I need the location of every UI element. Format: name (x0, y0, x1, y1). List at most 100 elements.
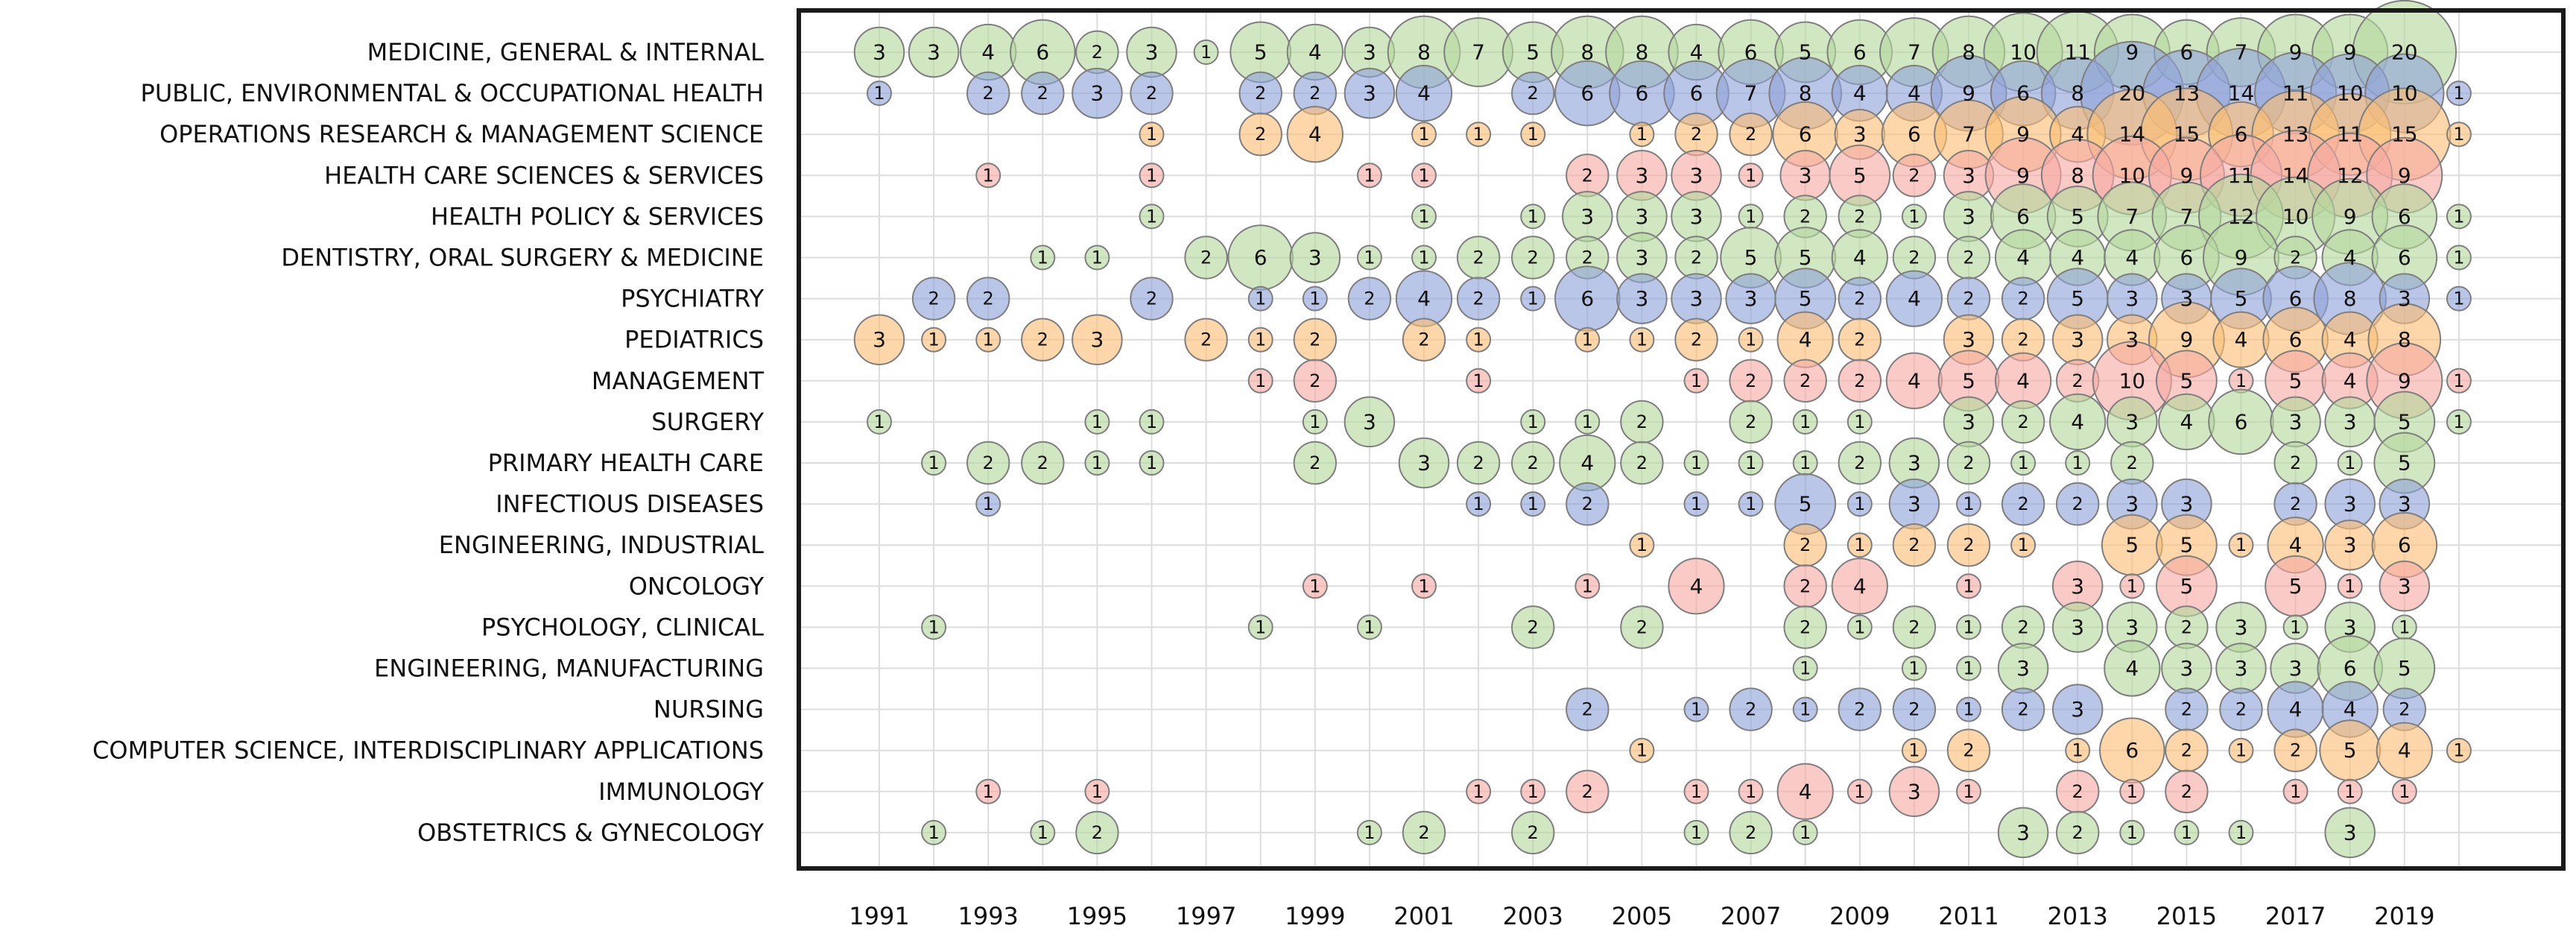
bubble-value-label: 6 (1908, 122, 1921, 147)
bubble (1293, 359, 1338, 403)
bubble-value-label: 6 (2344, 656, 2357, 681)
y-tick-label: ENGINEERING, INDUSTRIAL (439, 531, 764, 559)
x-tick-label: 2013 (2047, 902, 2107, 930)
bubble (2337, 573, 2363, 599)
bubble-value-label: 5 (2289, 368, 2303, 393)
bubble (1084, 778, 1110, 804)
bubble-value-label: 1 (2399, 781, 2410, 802)
bubble-value-label: 2 (1582, 699, 1593, 720)
bubble-value-label: 1 (1800, 658, 1811, 679)
bubble-value-label: 4 (1908, 81, 1921, 106)
bubble-value-label: 3 (1908, 451, 1921, 476)
bubble-value-label: 1 (1582, 329, 1593, 350)
bubble (1520, 778, 1546, 804)
bubble (1466, 491, 1492, 517)
bubble-value-label: 6 (1635, 81, 1648, 106)
bubble-value-label: 1 (2072, 740, 2083, 761)
bubble-value-label: 2 (983, 288, 994, 309)
bubble-value-label: 4 (2125, 656, 2139, 681)
bubble-value-label: 3 (2071, 574, 2084, 599)
bubble-value-label: 7 (1962, 122, 1975, 147)
bubble-value-label: 1 (1854, 781, 1865, 802)
y-tick-label: OBSTETRICS & GYNECOLOGY (417, 819, 764, 847)
bubble (921, 819, 947, 845)
bubble (1956, 696, 1981, 722)
bubble-value-label: 4 (1580, 451, 1594, 476)
bubble (921, 450, 947, 476)
bubble (1738, 491, 1764, 517)
bubble (1398, 437, 1450, 489)
y-tick-label: HEALTH CARE SCIENCES & SERVICES (324, 161, 764, 189)
y-tick-label: MANAGEMENT (592, 367, 765, 395)
bubble-value-label: 4 (1417, 286, 1431, 311)
bubble-value-label: 1 (2453, 411, 2464, 432)
bubble-value-label: 2 (1255, 124, 1266, 145)
bubble-value-label: 6 (1580, 81, 1594, 106)
bubble-value-label: 3 (2344, 409, 2357, 434)
bubble-value-label: 1 (1745, 493, 1756, 514)
bubble-value-label: 1 (1691, 493, 1702, 514)
bubble-value-label: 1 (1963, 575, 1974, 596)
bubble (2065, 450, 2091, 476)
bubble-value-label: 1 (1255, 329, 1266, 350)
bubble-value-label: 2 (2181, 699, 2192, 720)
bubble-value-label: 2 (2017, 411, 2028, 432)
x-axis-labels: 1991 1993 1995 1997 1999 2001 2003 2005 2007 2009… (849, 902, 2434, 930)
bubble-value-label: 6 (2398, 533, 2411, 558)
bubble (1030, 245, 1056, 271)
bubble (1402, 810, 1446, 855)
bubble-value-label: 1 (1418, 165, 1429, 186)
bubble-value-label: 1 (1146, 165, 1157, 186)
bubble-value-label: 9 (2289, 40, 2303, 65)
bubble-value-label: 2 (2290, 740, 2301, 761)
bubble-value-label: 2 (1963, 288, 1974, 309)
bubble-value-label: 3 (2344, 533, 2357, 558)
bubble-value-label: 3 (873, 327, 886, 352)
bubble-value-label: 1 (1037, 247, 1048, 268)
bubble-value-label: 4 (2289, 697, 2303, 722)
bubble-value-label: 3 (2344, 820, 2357, 845)
bubble (1846, 778, 1873, 804)
bubble-value-label: 3 (1853, 122, 1867, 147)
bubble-value-label: 2 (1800, 206, 1811, 227)
bubble (2379, 561, 2431, 612)
bubble-value-label: 5 (2398, 656, 2411, 681)
bubble-value-label: 2 (1309, 370, 1320, 391)
bubble-value-label: 6 (1853, 40, 1867, 65)
bubble-value-label: 3 (1962, 163, 1975, 188)
bubble-value-label: 9 (2344, 204, 2357, 229)
bubble (1729, 810, 1773, 855)
bubble-value-label: 5 (1744, 245, 1758, 270)
bubble-value-label: 2 (1582, 165, 1593, 186)
bubble-value-label: 1 (1528, 288, 1539, 309)
bubble-value-label: 1 (983, 329, 994, 350)
bubble-value-label: 1 (2235, 370, 2247, 391)
bubble (1846, 491, 1873, 517)
bubble-value-label: 9 (2235, 245, 2248, 270)
bubble-value-label: 4 (2180, 409, 2193, 434)
bubble-value-label: 1 (1364, 616, 1375, 637)
bubble (1956, 778, 1981, 804)
bubble-value-label: 2 (2181, 781, 2192, 802)
bubble-value-label: 11 (2337, 122, 2364, 147)
bubble-value-label: 1 (1472, 781, 1484, 802)
bubble-value-label: 20 (2118, 81, 2145, 106)
bubble-value-label: 3 (1145, 40, 1159, 65)
y-tick-label: PUBLIC, ENVIRONMENTAL & OCCUPATIONAL HEA… (141, 79, 764, 107)
bubble (1783, 359, 1827, 403)
bubble (1302, 286, 1328, 312)
bubble-value-label: 6 (1690, 81, 1703, 106)
bubble-value-label: 4 (1853, 245, 1867, 270)
bubble-value-label: 5 (1962, 368, 1975, 393)
y-axis-labels: MEDICINE, GENERAL & INTERNAL PUBLIC, ENVI… (92, 38, 764, 847)
bubble-value-label: 1 (2453, 247, 2464, 268)
bubble-value-label: 7 (1472, 40, 1485, 65)
bubble-value-label: 3 (1580, 204, 1594, 229)
y-tick-label: COMPUTER SCIENCE, INTERDISCIPLINARY APPL… (92, 737, 764, 765)
bubble-value-label: 14 (2228, 81, 2255, 106)
bubble (1072, 67, 1123, 119)
bubble (1466, 368, 1492, 394)
bubble (1629, 737, 1655, 763)
bubble-value-label: 2 (1800, 534, 1811, 555)
bubble (1021, 71, 1065, 116)
